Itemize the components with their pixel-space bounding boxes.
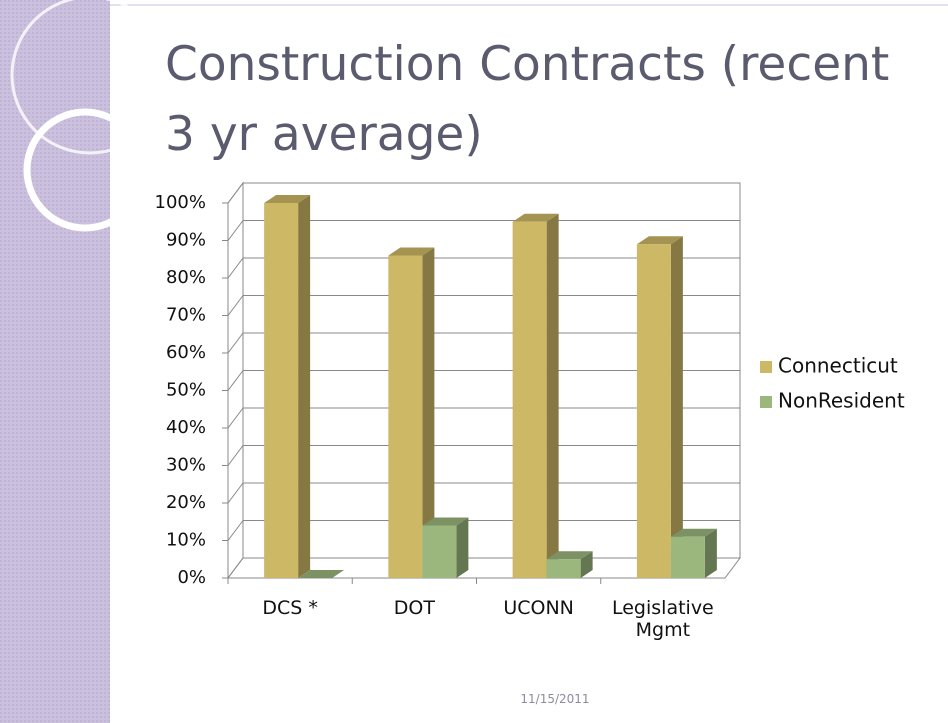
grid-line bbox=[227, 257, 244, 279]
bar-side bbox=[546, 213, 559, 578]
bar bbox=[422, 525, 457, 578]
bar bbox=[388, 255, 423, 578]
y-tick-label: 10% bbox=[166, 530, 206, 551]
bar-top bbox=[388, 247, 435, 256]
x-tick-label: DOT bbox=[393, 597, 435, 619]
bar-side bbox=[670, 236, 683, 578]
y-tick-label: 100% bbox=[155, 192, 206, 213]
deco-circle bbox=[10, 0, 170, 155]
y-tick-label: 0% bbox=[177, 567, 206, 588]
grid-line bbox=[227, 407, 244, 429]
bar-side bbox=[580, 551, 593, 578]
bar-top bbox=[298, 570, 345, 578]
y-tick-label: 40% bbox=[166, 417, 206, 438]
x-tick-label: UCONN bbox=[503, 597, 574, 619]
bar bbox=[670, 536, 705, 578]
grid-line bbox=[227, 295, 244, 316]
bar bbox=[636, 244, 671, 578]
bar bbox=[264, 203, 299, 578]
bar-side bbox=[456, 517, 469, 578]
bar bbox=[512, 221, 547, 578]
grid-line bbox=[227, 220, 244, 241]
y-tick-label: 70% bbox=[166, 305, 206, 326]
bar-top bbox=[636, 236, 683, 245]
legend-swatch bbox=[760, 361, 772, 373]
side-strip bbox=[0, 0, 110, 723]
slide-title: Construction Contracts (recent 3 yr aver… bbox=[165, 37, 890, 162]
bar-top bbox=[264, 195, 311, 203]
bar-side bbox=[298, 195, 311, 578]
bar-top bbox=[546, 551, 593, 560]
bar-top bbox=[422, 517, 469, 526]
y-tick-label: 80% bbox=[166, 267, 206, 288]
grid-line bbox=[227, 445, 244, 466]
grid-line bbox=[227, 370, 244, 391]
y-tick-label: 30% bbox=[166, 455, 206, 476]
x-tick-label: Legislative Mgmt bbox=[611, 597, 714, 641]
y-tick-label: 90% bbox=[166, 230, 206, 251]
x-tick-label: DCS * bbox=[262, 597, 318, 619]
grid-line bbox=[227, 520, 244, 541]
legend-swatch bbox=[760, 396, 772, 408]
y-tick-label: 60% bbox=[166, 342, 206, 363]
deco-circle bbox=[23, 108, 147, 232]
y-tick-label: 20% bbox=[166, 492, 206, 513]
bar-top bbox=[512, 213, 559, 222]
footer-date: 11/15/2011 bbox=[520, 692, 590, 706]
bar-side bbox=[704, 528, 717, 578]
grid-line bbox=[227, 332, 244, 354]
legend-label: Connecticut bbox=[778, 354, 898, 378]
bar-side bbox=[422, 247, 435, 578]
grid-line bbox=[227, 182, 244, 204]
grid-line bbox=[227, 482, 244, 504]
bar bbox=[546, 559, 581, 578]
y-tick-label: 50% bbox=[166, 380, 206, 401]
bar-top bbox=[670, 528, 717, 537]
legend-label: NonResident bbox=[778, 389, 905, 413]
grid-line bbox=[227, 557, 244, 579]
